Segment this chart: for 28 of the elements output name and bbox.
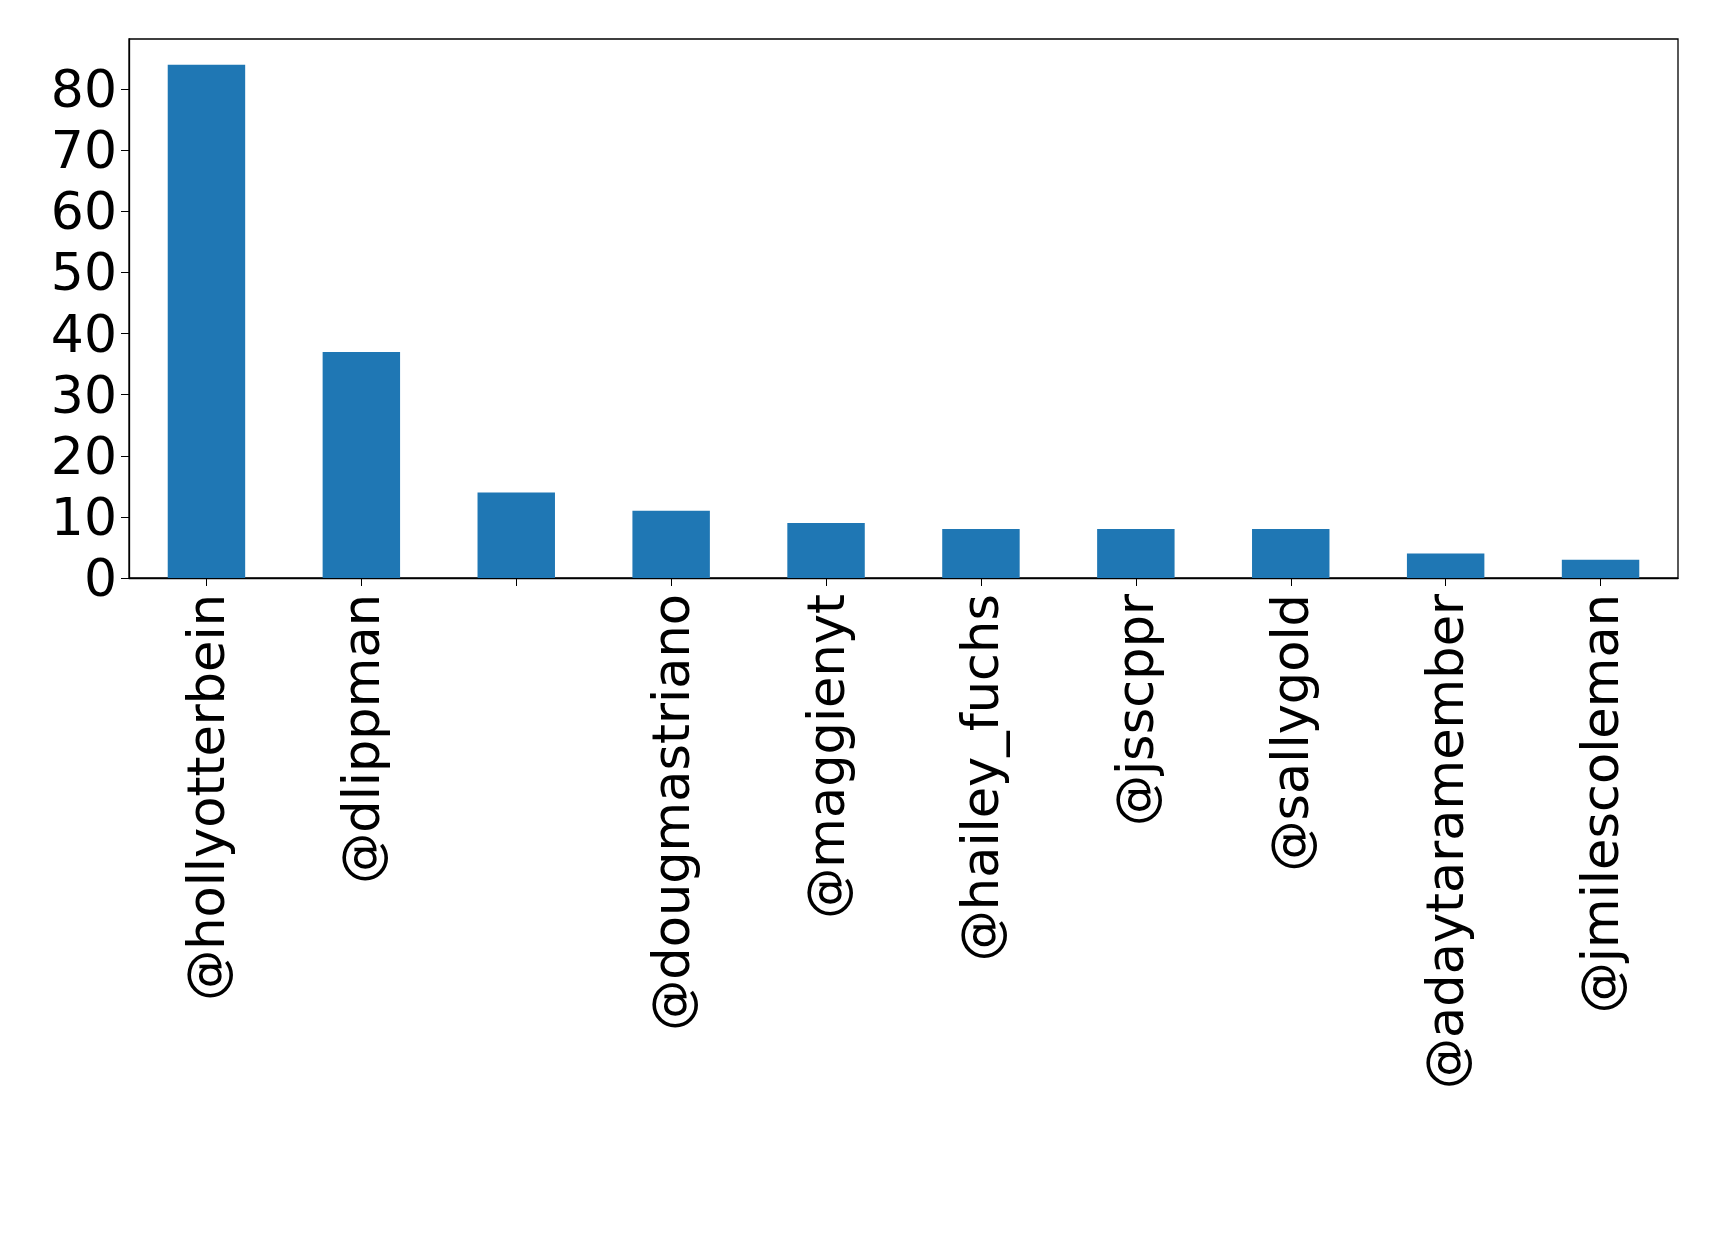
bar [942,529,1020,578]
bar [1097,529,1175,578]
y-tick-label: 70 [50,120,117,181]
x-tick-label: @sallygold [1261,594,1321,872]
y-tick-label: 10 [50,486,117,547]
x-tick-label: @hailey_fuchs [951,594,1011,962]
y-tick-label: 40 [50,303,117,364]
y-tick-label: 60 [50,181,117,242]
x-tick-label: @adaytaramember [1416,593,1476,1089]
bar [167,64,246,578]
bar [787,523,865,578]
x-tick-label: @dlippman [331,594,391,884]
bar [1252,529,1330,578]
x-tick-label: @jmilescoleman [1571,594,1631,1014]
bar [1406,553,1485,578]
x-tick-label: @hollyotterbein [176,594,236,1001]
y-tick-label: 30 [50,364,117,425]
x-tick-label: @dougmastriano [641,594,701,1031]
x-tick-label: @maggienyt [796,594,856,919]
y-tick-label: 80 [50,59,117,120]
bar [322,351,401,578]
x-tick-label: @jsscppr [1106,593,1166,827]
bar [477,492,555,578]
bar [1561,559,1640,578]
y-tick-label: 20 [50,425,117,486]
bar [632,510,710,578]
y-tick-label: 0 [83,548,117,608]
y-tick-label: 50 [50,242,117,303]
